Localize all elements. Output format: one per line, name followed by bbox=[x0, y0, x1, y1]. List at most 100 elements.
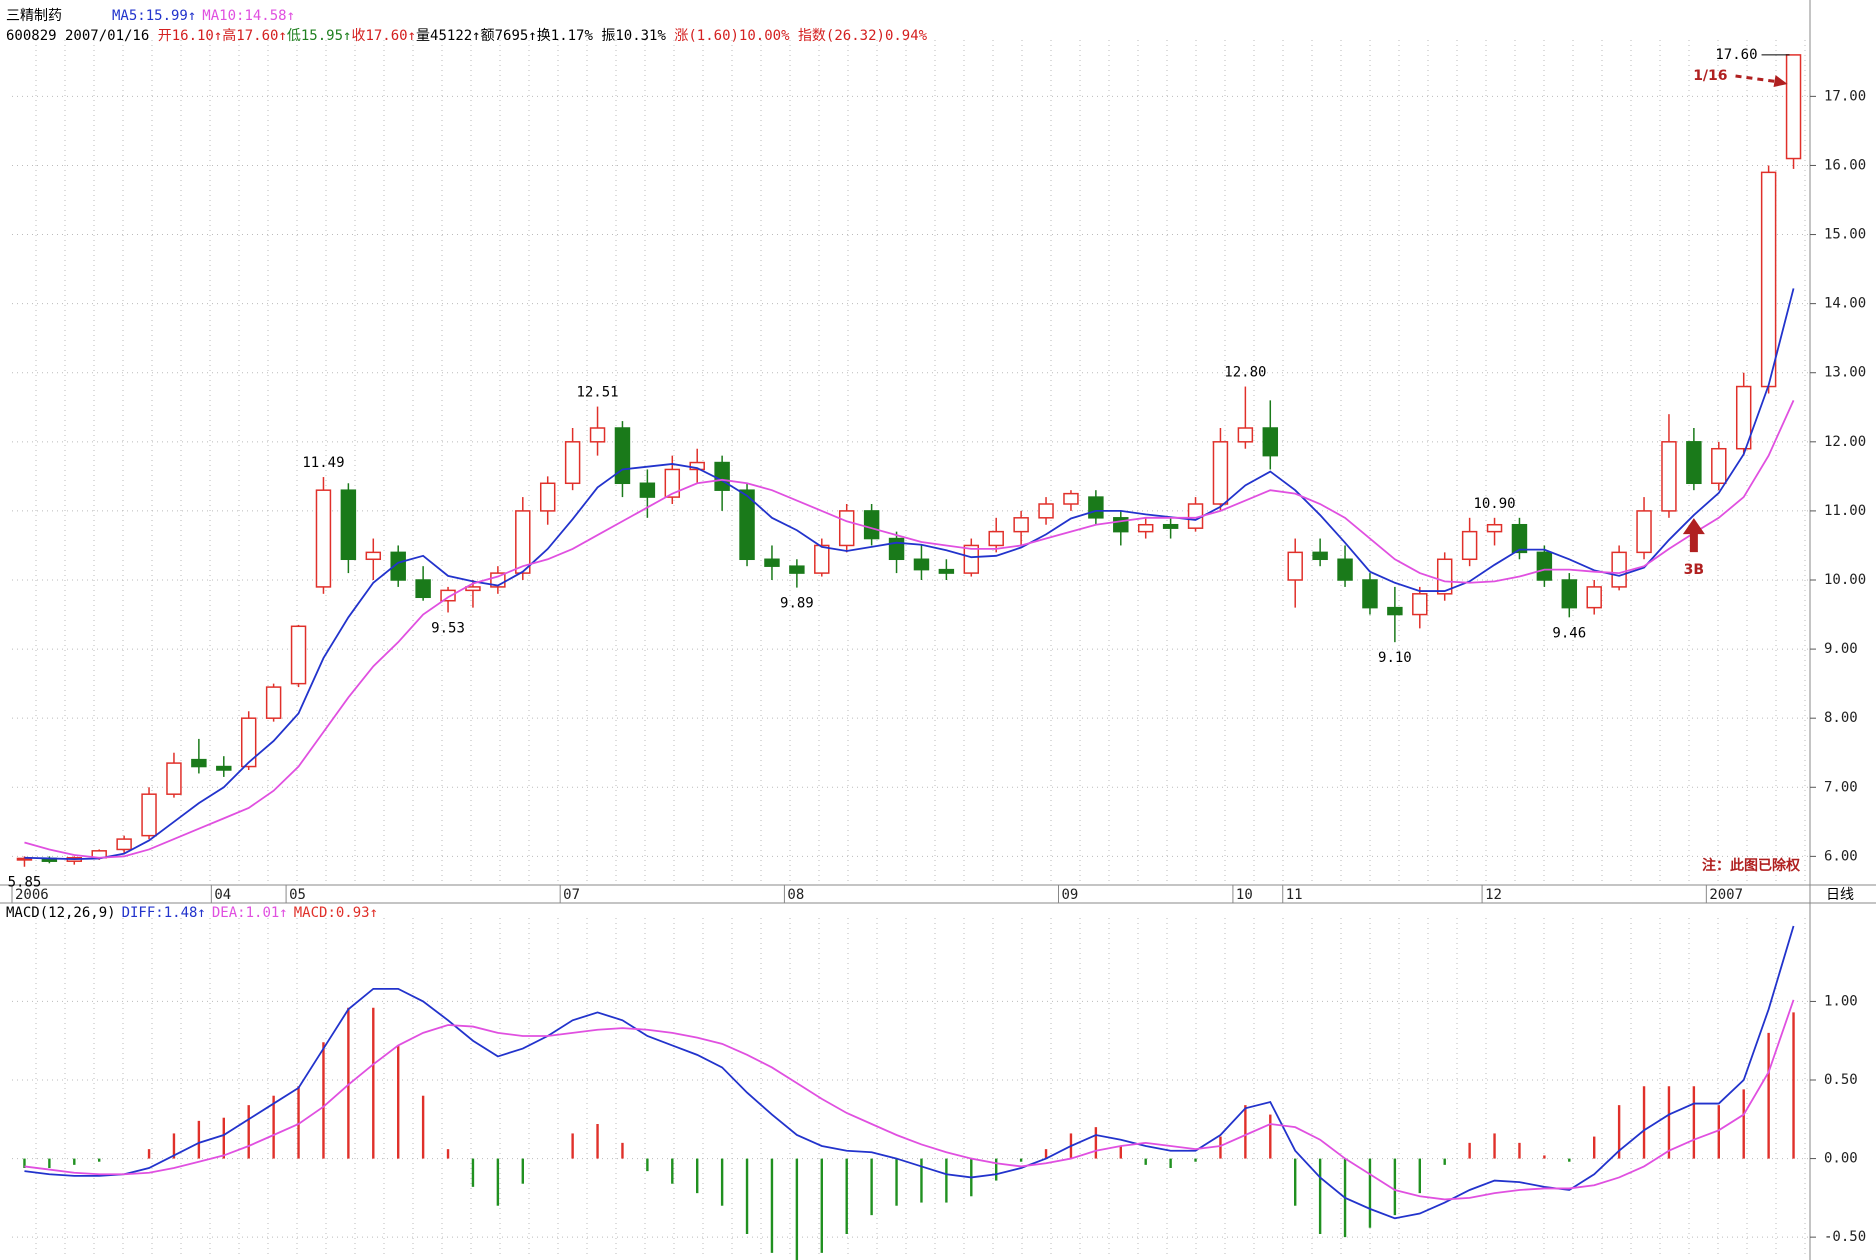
y-tick-label: 17.00 bbox=[1824, 88, 1866, 104]
y-tick-label: 11.00 bbox=[1824, 503, 1866, 519]
macd-title: MACD(12,26,9) bbox=[6, 905, 116, 921]
candle-body bbox=[863, 510, 880, 540]
candle-body bbox=[1013, 517, 1029, 533]
candle-body bbox=[315, 489, 332, 588]
y-tick-label: 0.50 bbox=[1824, 1072, 1858, 1088]
candle-body bbox=[415, 579, 431, 599]
indicator-line bbox=[24, 925, 1795, 1220]
legend: MA5:15.99↑ MA10:14.58↑ bbox=[112, 8, 295, 24]
indicator-line bbox=[24, 999, 1795, 1201]
candle-body bbox=[888, 537, 905, 561]
quote-item: 600829 2007/01/16 bbox=[6, 28, 158, 44]
price-annotation: 10.90 bbox=[1473, 496, 1515, 512]
candle-body bbox=[390, 551, 406, 581]
candle-body bbox=[515, 510, 531, 574]
candle-body bbox=[1412, 593, 1428, 616]
candle-body bbox=[714, 461, 730, 491]
x-tick-label: 2007 bbox=[1709, 887, 1743, 903]
candle-body bbox=[340, 489, 357, 561]
x-tick-label: 09 bbox=[1062, 887, 1079, 903]
x-tick-label: 12 bbox=[1485, 887, 1502, 903]
candle-body bbox=[1760, 171, 1777, 388]
candle-body bbox=[191, 758, 207, 768]
candle-body bbox=[1711, 447, 1727, 485]
candle-body bbox=[838, 510, 855, 547]
quote-item: 收17.60↑ bbox=[351, 28, 416, 44]
candle-body bbox=[265, 686, 282, 719]
candle-body bbox=[1337, 558, 1353, 581]
candle-body bbox=[1735, 385, 1752, 450]
candle-body bbox=[1686, 441, 1702, 485]
quote-item: 额7695↑ bbox=[481, 28, 537, 44]
y-tick-label: 12.00 bbox=[1824, 434, 1866, 450]
candle-body bbox=[1063, 492, 1079, 505]
x-tick-label: 04 bbox=[214, 887, 231, 903]
y-tick-label: 9.00 bbox=[1824, 641, 1858, 657]
candle-body bbox=[539, 482, 556, 512]
quote-item: 高17.60↑ bbox=[222, 27, 287, 44]
quote-item: 量45122↑ bbox=[416, 28, 481, 44]
macd-legend: MACD(12,26,9) DIFF:1.48↑ DEA:1.01↑ MACD:0.9… bbox=[6, 905, 378, 921]
candle-body bbox=[589, 427, 606, 443]
candle-body bbox=[913, 558, 930, 571]
quote-item: 涨(1.60)10.00% bbox=[674, 28, 798, 44]
candle-body bbox=[1511, 523, 1528, 554]
candle-body bbox=[1262, 427, 1279, 457]
price-annotation: 17.60 bbox=[1715, 47, 1757, 63]
candle-body bbox=[1486, 523, 1503, 533]
candle-body bbox=[1088, 496, 1104, 519]
y-tick-label: 1.00 bbox=[1824, 993, 1858, 1009]
candle-body bbox=[1237, 427, 1254, 443]
x-tick-label: 08 bbox=[787, 887, 804, 903]
price-annotation: 12.51 bbox=[576, 385, 618, 401]
candle-body bbox=[440, 589, 456, 602]
y-tick-label: 15.00 bbox=[1824, 227, 1866, 243]
candle-body bbox=[141, 793, 157, 837]
price-annotation: 9.46 bbox=[1552, 625, 1586, 641]
note: 注：此图已除权 bbox=[1702, 857, 1801, 874]
candle-body bbox=[764, 558, 780, 567]
candle-body bbox=[1038, 503, 1054, 519]
candle-body bbox=[1461, 530, 1478, 561]
candle-body bbox=[639, 482, 656, 498]
candle-body bbox=[814, 544, 830, 574]
signal-annotation: 3B bbox=[1684, 562, 1704, 578]
candle-body bbox=[1561, 579, 1578, 609]
candle-body bbox=[365, 551, 382, 561]
quote-item: 指数(26.32)0.94% bbox=[798, 28, 928, 44]
candle-body bbox=[1536, 551, 1553, 581]
candle-body bbox=[1586, 586, 1602, 609]
legend-entry: DIFF:1.48↑ bbox=[122, 905, 206, 921]
candle-body bbox=[216, 765, 232, 771]
candle-body bbox=[963, 544, 980, 574]
y-tick-label: 14.00 bbox=[1824, 296, 1866, 312]
candle-body bbox=[739, 489, 755, 561]
candle-body bbox=[988, 530, 1004, 547]
candle-body bbox=[166, 762, 182, 795]
quote-item: 换1.17% bbox=[537, 27, 602, 44]
candle-body bbox=[1436, 558, 1453, 595]
y-tick-label: 13.00 bbox=[1824, 365, 1866, 381]
y-tick-label: -0.50 bbox=[1824, 1229, 1866, 1245]
candle-body bbox=[1636, 510, 1652, 554]
y-tick-label: 8.00 bbox=[1824, 710, 1858, 726]
x-tick-label: 11 bbox=[1286, 887, 1303, 903]
indicator-line bbox=[24, 399, 1795, 859]
candle-body bbox=[1362, 579, 1378, 609]
candle-body bbox=[1212, 441, 1229, 505]
price-annotation: 12.80 bbox=[1224, 365, 1266, 381]
arrow-head bbox=[1773, 75, 1788, 87]
price-annotation: 9.89 bbox=[780, 596, 814, 612]
price-annotation: 5.85 bbox=[8, 875, 42, 891]
candle-body bbox=[1611, 551, 1627, 588]
x-tick-label: 2006 bbox=[15, 887, 49, 903]
date-annotation: 1/16 bbox=[1693, 68, 1727, 84]
period-label: 日线 bbox=[1826, 887, 1854, 903]
legend-entry: MA10:14.58↑ bbox=[202, 8, 295, 24]
price-annotation: 9.10 bbox=[1378, 650, 1412, 666]
candle-body bbox=[116, 838, 132, 851]
candle-body bbox=[240, 717, 257, 768]
y-tick-label: 16.00 bbox=[1824, 157, 1866, 173]
price-annotation: 9.53 bbox=[431, 620, 465, 636]
price-annotation: 11.49 bbox=[302, 455, 344, 471]
